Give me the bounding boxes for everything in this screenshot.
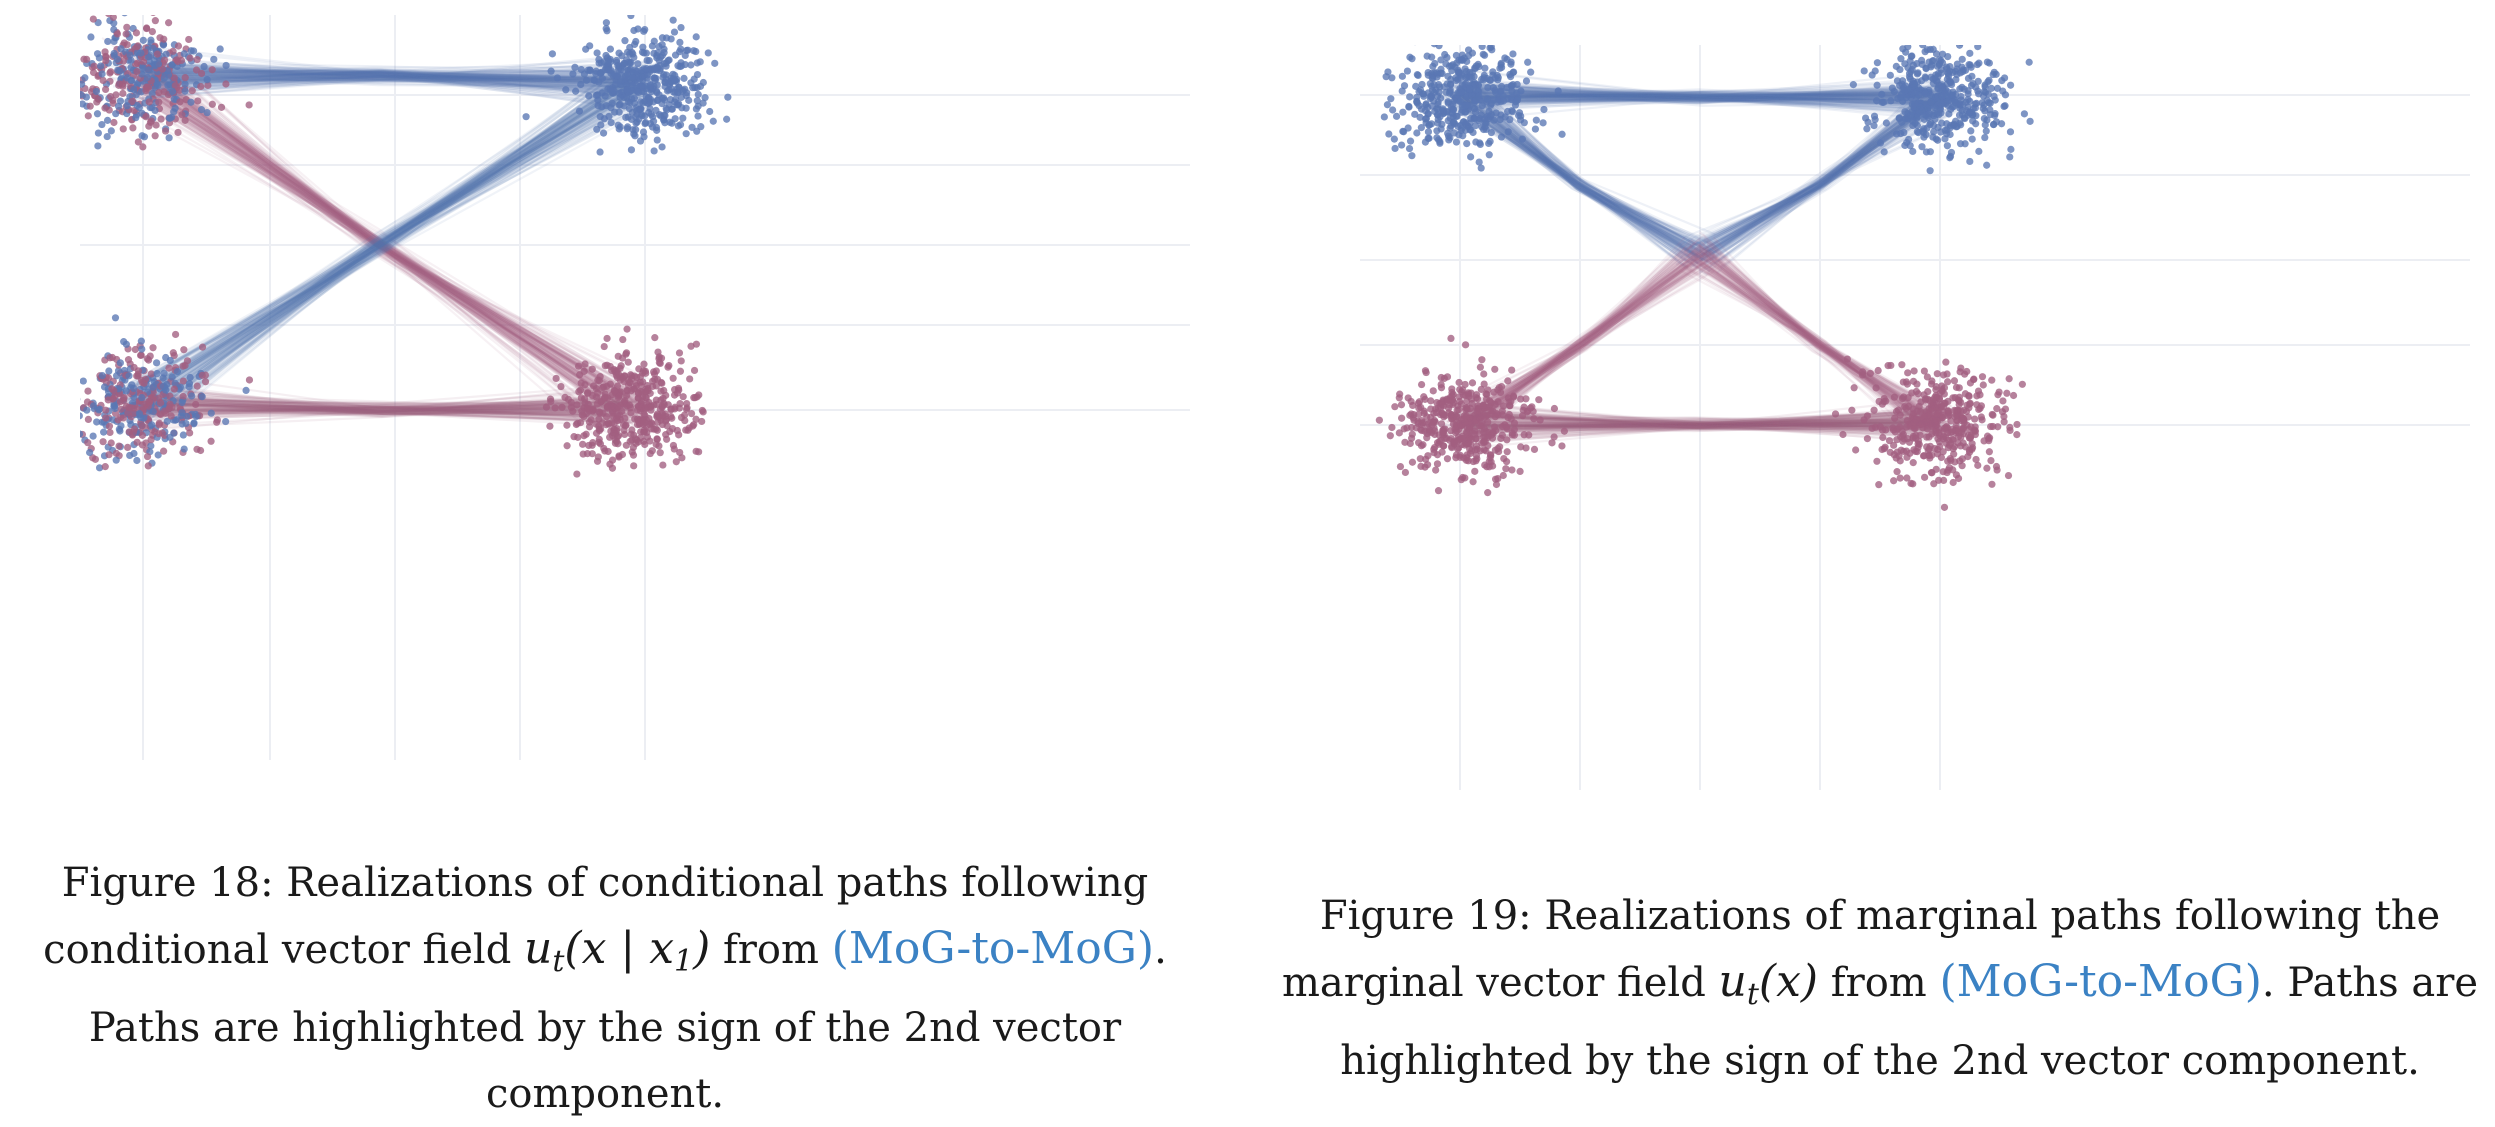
figure-18-plot	[80, 15, 1190, 760]
figure-19-caption: Figure 19: Realizations of marginal path…	[1275, 883, 2485, 1094]
figure-19-plot	[1360, 45, 2470, 790]
figure-18: Figure 18: Realizations of conditional p…	[0, 0, 1250, 1121]
figure-19-ref-link[interactable]: (MoG-to-MoG)	[1939, 956, 2261, 1007]
figure-18-from: from	[710, 927, 831, 973]
figure-18-ref-link[interactable]: (MoG-to-MoG)	[832, 923, 1154, 974]
figure-19: Figure 19: Realizations of marginal path…	[1250, 0, 2495, 1121]
figure-19-from: from	[1818, 960, 1939, 1006]
figure-19-math: ut(x)	[1719, 956, 1819, 1007]
figure-18-math: ut(x | x1)	[524, 923, 710, 974]
figure-18-caption: Figure 18: Realizations of conditional p…	[20, 850, 1190, 1127]
